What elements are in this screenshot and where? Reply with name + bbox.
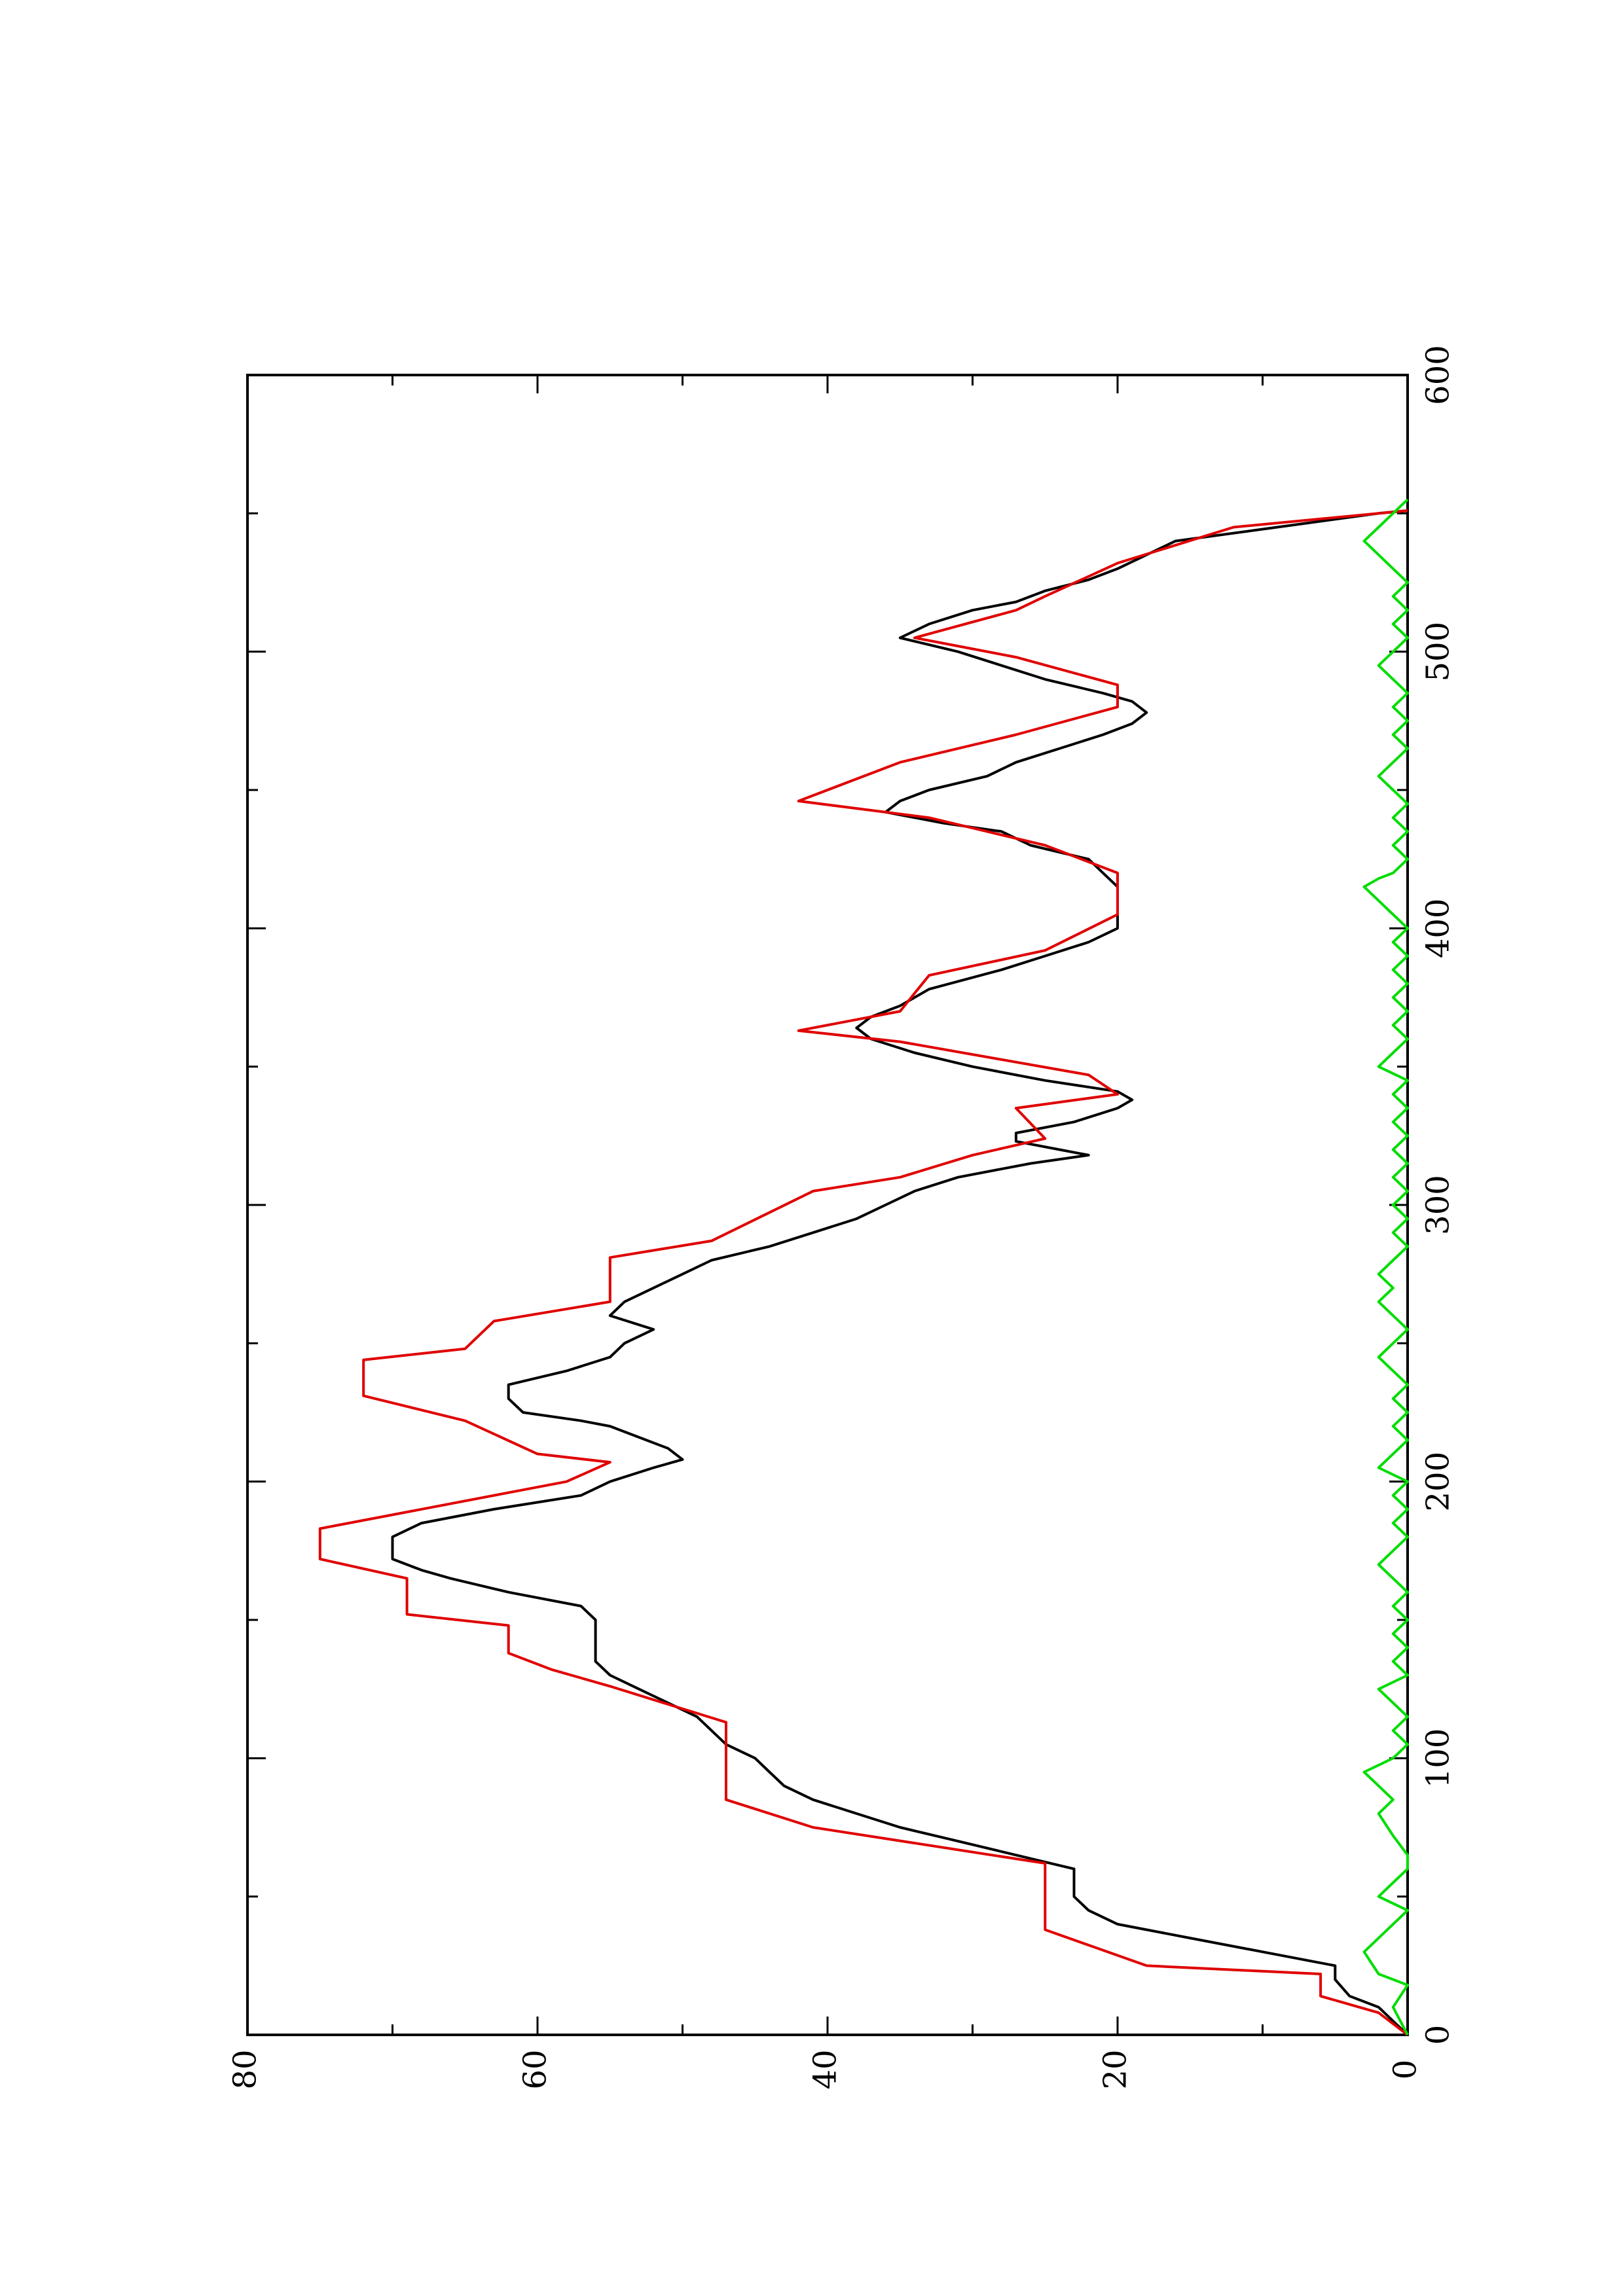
x-tick-label: 500 [1420,622,1457,682]
red-series-line [318,509,1409,2036]
y-tick-label: 0 [1387,2060,1424,2080]
y-tick-label: 80 [227,2049,264,2089]
data-series [318,498,1409,2036]
x-tick-label: 600 [1420,345,1457,405]
x-tick-label: 300 [1420,1175,1457,1235]
axis-ticks [246,374,1409,2036]
y-tick-label: 60 [517,2049,554,2089]
y-tick-label: 40 [807,2049,844,2089]
x-tick-label: 400 [1420,899,1457,959]
green-series-line [1362,498,1409,2036]
plot-frame [246,374,1409,2036]
x-tick-label: 200 [1420,1452,1457,1512]
y-tick-label: 20 [1097,2049,1134,2089]
black-series-line [391,509,1409,2036]
x-tick-label: 100 [1420,1729,1457,1789]
x-tick-label: 0 [1420,2025,1457,2045]
axis-tick-labels: 0 100 200 300 400 500 600 0 20 40 60 80 [227,345,1457,2089]
